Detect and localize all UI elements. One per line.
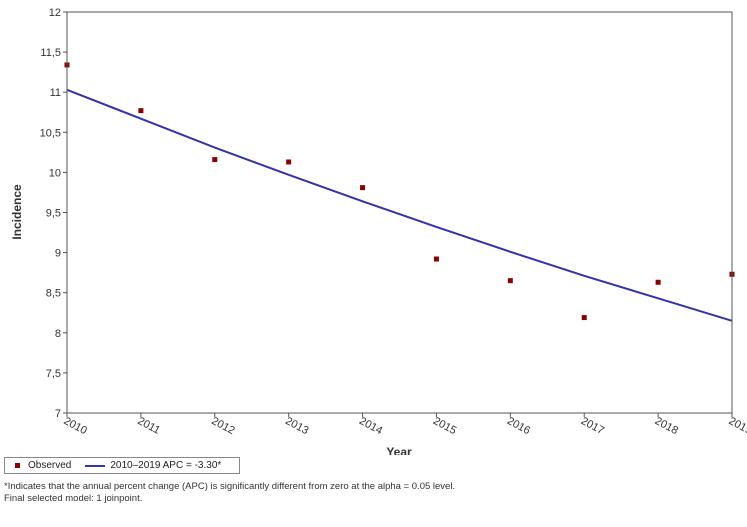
y-tick-label: 7 bbox=[55, 408, 61, 420]
legend-trend-label: 2010–2019 APC = -3.30* bbox=[110, 460, 222, 471]
footnote-model: Final selected model: 1 joinpoint. bbox=[4, 493, 143, 503]
y-tick-label: 7,5 bbox=[46, 368, 61, 380]
y-tick-label: 11 bbox=[50, 87, 61, 99]
x-tick-label: 2017 bbox=[579, 415, 606, 437]
observed-point bbox=[581, 315, 587, 321]
x-tick-label: 2010 bbox=[62, 415, 89, 437]
observed-point bbox=[138, 108, 144, 114]
footnote-significance: *Indicates that the annual percent chang… bbox=[4, 481, 456, 492]
legend-observed-label: Observed bbox=[28, 460, 72, 471]
observed-point bbox=[286, 159, 292, 165]
x-tick-label: 2012 bbox=[209, 415, 236, 437]
legend-trend-marker bbox=[85, 464, 106, 467]
plot-frame bbox=[66, 11, 733, 414]
x-tick-label: 2019 bbox=[727, 415, 747, 437]
trend-line bbox=[66, 88, 733, 322]
x-tick-label: 2011 bbox=[135, 415, 162, 437]
y-tick-label: 8,5 bbox=[46, 288, 61, 300]
y-axis-ticks: 7 7,5 8 8,5 9 9,5 10 10,5 11 11,5 12 bbox=[40, 7, 67, 420]
y-tick-label: 9,5 bbox=[46, 208, 61, 220]
y-tick-label: 11,5 bbox=[40, 47, 61, 59]
y-tick-label: 9 bbox=[55, 248, 61, 260]
legend: Observed 2010–2019 APC = -3.30* bbox=[4, 457, 240, 474]
y-tick-label: 10 bbox=[49, 167, 61, 179]
legend-observed-marker bbox=[15, 463, 20, 468]
observed-point bbox=[212, 157, 218, 163]
y-axis-label: Incidence bbox=[10, 184, 24, 240]
x-tick-label: 2013 bbox=[283, 415, 310, 437]
y-tick-label: 8 bbox=[55, 328, 61, 340]
y-tick-label: 12 bbox=[49, 7, 61, 19]
observed-points bbox=[64, 62, 735, 321]
observed-point bbox=[507, 278, 513, 284]
x-tick-label: 2016 bbox=[505, 415, 532, 437]
y-tick-label: 10,5 bbox=[40, 127, 61, 139]
observed-point bbox=[360, 185, 366, 191]
observed-point bbox=[655, 279, 661, 285]
observed-point bbox=[433, 256, 439, 262]
x-axis-label: Year bbox=[386, 445, 412, 455]
x-axis-ticks: 2010 2011 2012 2013 2014 2015 2016 2017 2018 2019 bbox=[62, 413, 747, 437]
x-tick-label: 2018 bbox=[653, 415, 680, 437]
x-tick-label: 2015 bbox=[431, 415, 458, 437]
x-tick-label: 2014 bbox=[357, 415, 384, 437]
